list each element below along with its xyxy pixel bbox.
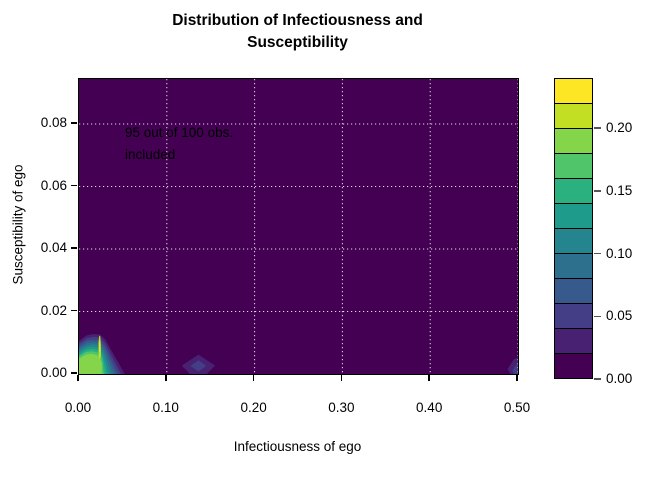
legend-tick-label: 0.15: [606, 182, 633, 198]
obs-count-annotation: 95 out of 100 obs. included: [125, 122, 233, 166]
x-tick-label: 0.00: [64, 400, 92, 415]
legend-tick: [594, 378, 601, 380]
legend-color-band: [555, 254, 592, 279]
legend-tick-label: 0.05: [606, 308, 633, 324]
x-axis-tick: [516, 375, 518, 381]
legend-tick-label: 0.20: [606, 120, 633, 136]
x-axis-tick: [165, 375, 167, 381]
contour-band: [99, 339, 101, 352]
color-legend-bar: [554, 78, 593, 379]
legend-color-band: [555, 179, 592, 204]
x-axis-tick: [77, 375, 79, 381]
y-axis-tick: [71, 122, 77, 124]
contour-plot-panel: [78, 78, 519, 375]
y-tick-label: 0.06: [40, 177, 67, 193]
legend-color-band: [555, 354, 592, 378]
legend-tick: [594, 252, 601, 255]
legend-tick-label: 0.00: [606, 371, 633, 386]
legend-color-band: [555, 154, 592, 179]
legend-tick: [594, 315, 601, 318]
x-axis-label: Infectiousness of ego: [233, 439, 362, 454]
contour-band: [512, 362, 518, 374]
x-tick-label: 0.20: [240, 400, 267, 415]
chart-title-line-2: Susceptibility: [247, 34, 348, 51]
legend-color-band: [555, 204, 592, 229]
y-axis-tick: [71, 184, 77, 187]
contour-band: [79, 353, 102, 374]
legend-tick: [594, 127, 601, 129]
legend-tick: [594, 190, 601, 192]
y-axis-tick: [71, 372, 77, 374]
x-tick-label: 0.10: [152, 400, 179, 415]
obs-count-annotation-line-2: included: [125, 147, 176, 162]
legend-color-band: [555, 79, 592, 104]
legend-color-band: [555, 304, 592, 329]
x-axis-tick: [428, 375, 430, 381]
chart-title: Distribution of Infectiousness and Susce…: [78, 10, 517, 54]
y-tick-label: 0.00: [40, 365, 67, 380]
legend-color-band: [555, 279, 592, 304]
y-tick-label: 0.08: [40, 115, 67, 130]
chart-title-line-1: Distribution of Infectiousness and: [172, 12, 423, 29]
obs-count-annotation-line-1: 95 out of 100 obs.: [125, 125, 234, 140]
legend-color-band: [555, 104, 592, 129]
x-axis-tick: [252, 375, 255, 381]
legend-color-band: [555, 329, 592, 354]
contour-plot-canvas: [79, 79, 518, 374]
legend-color-band: [555, 129, 592, 154]
y-tick-label: 0.04: [40, 240, 67, 255]
y-tick-label: 0.02: [40, 302, 67, 318]
x-tick-label: 0.50: [503, 400, 531, 415]
y-axis-label: Susceptibility of ego: [10, 164, 26, 285]
x-tick-label: 0.30: [328, 400, 355, 415]
contour-band: [190, 360, 207, 372]
legend-color-band: [555, 229, 592, 254]
x-tick-label: 0.40: [416, 400, 443, 415]
x-axis-tick: [340, 375, 343, 381]
legend-tick-label: 0.10: [606, 245, 633, 261]
y-axis-tick: [71, 309, 77, 312]
y-axis-tick: [71, 247, 77, 249]
